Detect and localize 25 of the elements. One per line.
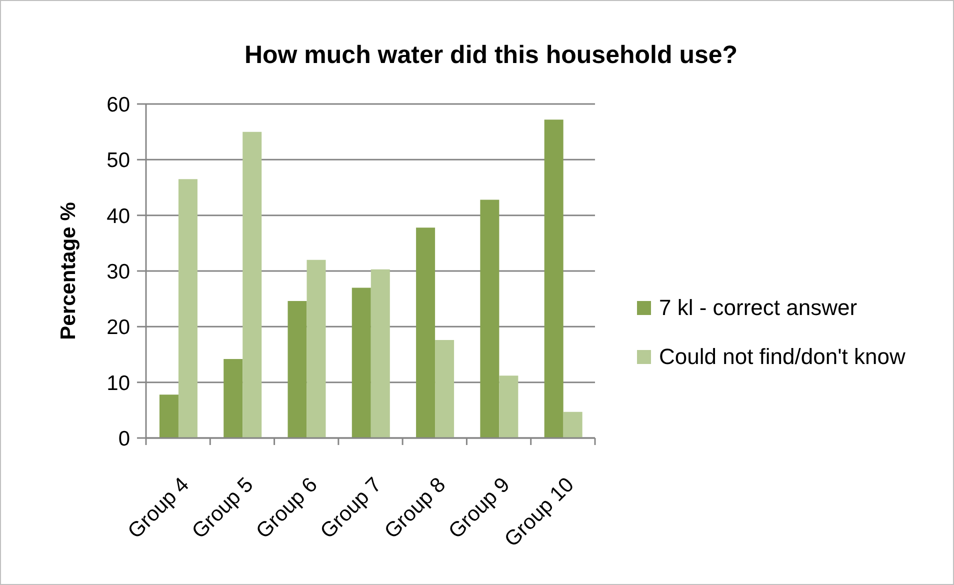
- bar: [544, 120, 564, 438]
- bar: [306, 260, 326, 438]
- bar: [370, 269, 390, 438]
- bar: [480, 200, 500, 438]
- y-tick-label: 50: [106, 149, 130, 172]
- y-tick-label: 10: [106, 372, 130, 395]
- bar: [159, 394, 178, 438]
- bar: [563, 412, 582, 438]
- bar: [416, 228, 436, 438]
- y-tick-label: 40: [106, 204, 130, 228]
- y-tick-label: 0: [118, 427, 130, 450]
- chart-title: How much water did this household use?: [243, 40, 739, 71]
- y-tick-label: 20: [106, 316, 130, 340]
- bar: [435, 340, 454, 438]
- y-tick-label: 60: [106, 93, 130, 116]
- legend-label: Could not find/don't know: [659, 344, 906, 370]
- bar: [499, 376, 518, 438]
- y-tick-label: 30: [106, 260, 130, 284]
- bar: [242, 132, 262, 438]
- bar: [224, 358, 243, 438]
- bar: [352, 288, 371, 438]
- bar: [288, 301, 307, 438]
- bar: [178, 179, 198, 438]
- y-axis-title: Percentage %: [56, 202, 80, 340]
- legend-label: 7 kl - correct answer: [659, 294, 858, 320]
